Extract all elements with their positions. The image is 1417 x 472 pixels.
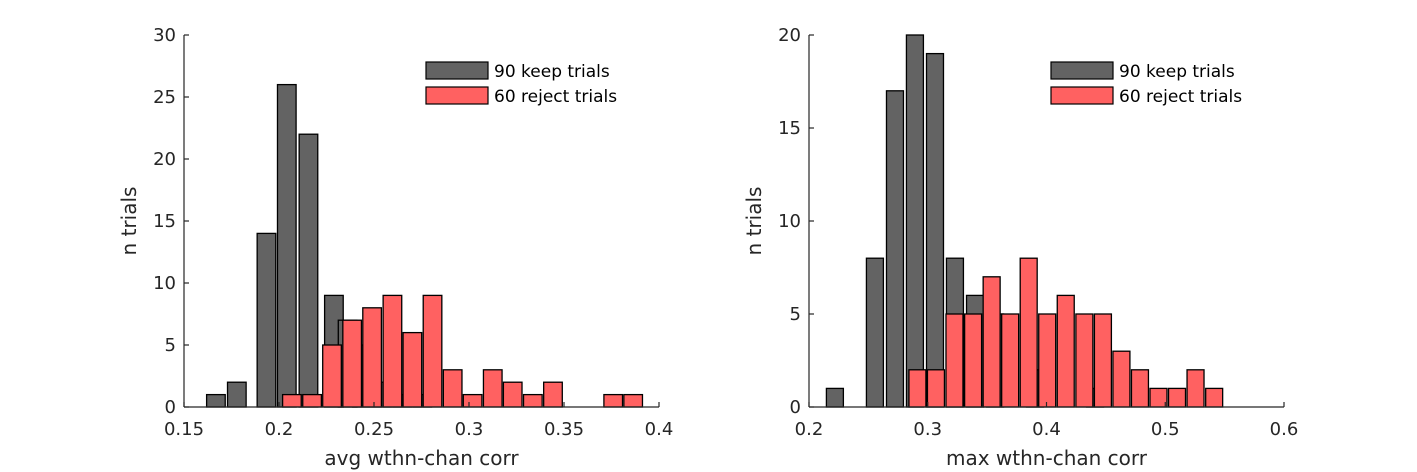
- y-tick-label: 15: [778, 118, 801, 139]
- reject-bar: [442, 369, 463, 408]
- legend: 90 keep trials 60 reject trials: [425, 61, 617, 107]
- keep-bar: [885, 90, 905, 408]
- legend-label-reject: 60 reject trials: [1119, 87, 1242, 107]
- y-tick-label: 10: [778, 211, 801, 232]
- keep-bar: [205, 393, 226, 408]
- reject-bar: [1056, 294, 1075, 408]
- reject-bar: [382, 294, 403, 408]
- chart-panel-2: 0.2 0.3 0.4 0.5 0.6 0 5 10 15 20 max wthn-chan cor…: [742, 25, 1298, 470]
- reject-bar: [362, 307, 383, 408]
- y-tick-label: 20: [153, 149, 176, 170]
- reject-bar: [1205, 387, 1224, 408]
- x-axis-label: avg wthn-chan corr: [324, 446, 519, 470]
- keep-bar: [865, 257, 885, 408]
- y-tick-label: 0: [790, 397, 801, 418]
- chart-panel-1: 0.15 0.2 0.25 0.3 0.35 0.4 0 5 10 15 20 25 30 avg wth…: [117, 25, 673, 470]
- x-tick-label: 0.2: [265, 419, 294, 440]
- x-tick-label: 0.4: [645, 419, 674, 440]
- reject-bar: [623, 393, 644, 408]
- x-tick-label: 0.4: [1032, 419, 1061, 440]
- reject-bar: [926, 369, 946, 408]
- y-tick-label: 5: [790, 304, 801, 325]
- keep-bar: [825, 387, 845, 408]
- legend-swatch-reject: [1050, 86, 1114, 105]
- x-tick-label: 0.15: [164, 419, 204, 440]
- reject-bar: [908, 369, 927, 408]
- keep-bar: [276, 83, 297, 408]
- reject-bar: [543, 381, 563, 408]
- keep-bar: [256, 232, 277, 408]
- reject-bar: [982, 276, 1001, 408]
- reject-bar: [1149, 387, 1168, 408]
- y-axis-label: n trials: [742, 187, 766, 256]
- reject-bar: [462, 393, 483, 408]
- keep-bar: [226, 381, 247, 408]
- x-tick-label: 0.35: [544, 419, 584, 440]
- x-tick-label: 0.25: [354, 419, 394, 440]
- reject-bar: [1075, 313, 1094, 408]
- reject-bar: [322, 344, 342, 408]
- x-axis-label: max wthn-chan corr: [946, 446, 1148, 470]
- y-axis-label: n trials: [117, 187, 141, 256]
- reject-bar: [1130, 369, 1150, 408]
- legend-swatch-keep: [1050, 61, 1114, 80]
- y-tick-label: 15: [153, 211, 176, 232]
- reject-bar: [1038, 313, 1057, 408]
- reject-bar: [302, 393, 323, 408]
- y-tick-label: 10: [153, 273, 176, 294]
- legend-label-reject: 60 reject trials: [494, 87, 617, 107]
- reject-bar: [502, 381, 523, 408]
- reject-bar: [1093, 313, 1113, 408]
- y-tick-label: 25: [153, 87, 176, 108]
- y-tick-label: 30: [153, 25, 176, 46]
- legend-swatch-reject: [425, 86, 489, 105]
- reject-bar: [402, 331, 423, 408]
- reject-bar: [963, 313, 983, 408]
- x-tick-label: 0.2: [795, 419, 824, 440]
- reject-bar: [945, 313, 964, 408]
- legend-label-keep: 90 keep trials: [1119, 62, 1235, 82]
- x-tick-label: 0.3: [455, 419, 484, 440]
- reject-bar: [281, 393, 302, 408]
- reject-bar: [522, 393, 543, 408]
- legend-label-keep: 90 keep trials: [494, 62, 610, 82]
- keep-bar: [905, 34, 925, 408]
- reject-bar: [422, 294, 443, 408]
- y-tick-label: 0: [165, 397, 176, 418]
- y-tick-label: 20: [778, 25, 801, 46]
- reject-bar: [1167, 387, 1187, 408]
- reject-bar: [1019, 257, 1038, 408]
- x-tick-label: 0.5: [1151, 419, 1180, 440]
- legend: 90 keep trials 60 reject trials: [1050, 61, 1242, 107]
- reject-bar: [1001, 313, 1020, 408]
- reject-bar: [1186, 369, 1205, 408]
- y-tick-label: 5: [165, 335, 176, 356]
- keep-bar: [298, 133, 319, 408]
- reject-bar: [603, 393, 624, 408]
- legend-swatch-keep: [425, 61, 489, 80]
- x-tick-label: 0.6: [1270, 419, 1299, 440]
- keep-bar: [925, 52, 945, 408]
- x-tick-label: 0.3: [913, 419, 942, 440]
- reject-bar: [482, 369, 503, 408]
- reject-bar: [1112, 350, 1131, 408]
- reject-bar: [342, 319, 363, 408]
